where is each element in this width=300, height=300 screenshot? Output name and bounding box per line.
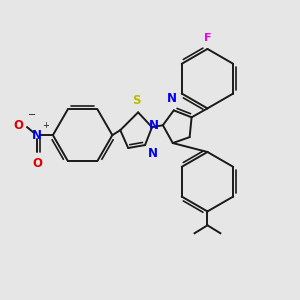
Text: N: N — [167, 92, 177, 105]
Text: S: S — [132, 94, 140, 107]
Text: F: F — [204, 33, 211, 43]
Text: O: O — [13, 119, 23, 132]
Text: −: − — [28, 110, 36, 120]
Text: N: N — [149, 119, 159, 132]
Text: N: N — [32, 129, 42, 142]
Text: +: + — [42, 121, 49, 130]
Text: N: N — [148, 147, 158, 160]
Text: O: O — [32, 157, 42, 170]
